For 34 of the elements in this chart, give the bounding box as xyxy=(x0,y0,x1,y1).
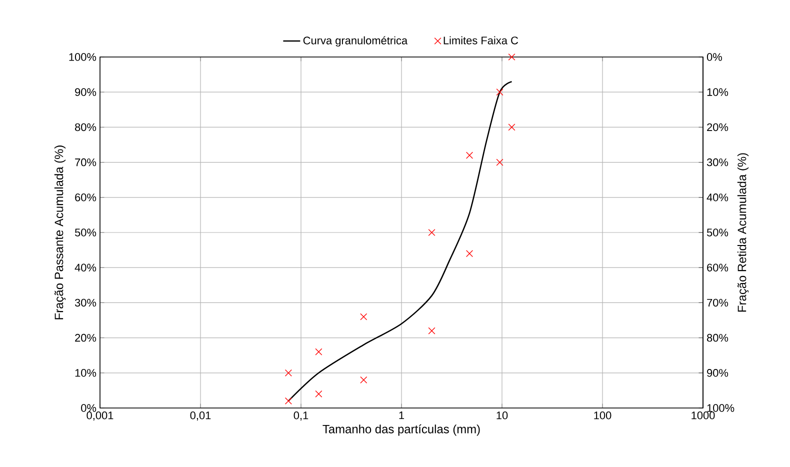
y-tick-label: 100% xyxy=(69,53,96,61)
y2-tick-label: 70% xyxy=(707,298,728,307)
y2-tick-label: 40% xyxy=(706,194,728,202)
y-tick-label: 70% xyxy=(75,158,96,166)
x-tick-label: 10 xyxy=(496,412,508,420)
y-tick-label: 40% xyxy=(74,264,96,272)
x-axis-title: Tamanho das partículas (mm) xyxy=(322,424,480,436)
y2-tick-label: 90% xyxy=(707,369,728,377)
legend-label: Limites Faixa C xyxy=(444,36,518,44)
x-tick-label: 0,1 xyxy=(294,412,308,421)
y2-tick-label: 20% xyxy=(707,123,728,132)
y2-tick-label: 80% xyxy=(707,334,728,342)
y2-tick-label: 60% xyxy=(707,264,728,272)
y2-tick-label: 30% xyxy=(706,158,728,166)
x-tick-label: 100 xyxy=(594,412,612,420)
y2-tick-label: 0% xyxy=(706,53,722,61)
y-tick-label: 80% xyxy=(75,123,96,132)
y-axis-title: Fração Passante Acumulada (%) xyxy=(54,146,66,320)
y-tick-label: 0% xyxy=(81,404,96,412)
y2-tick-label: 10% xyxy=(707,88,728,96)
x-tick-label: 1000 xyxy=(692,412,715,420)
y2-tick-label: 50% xyxy=(706,228,728,236)
y-tick-label: 60% xyxy=(75,194,96,202)
y2-axis-title: Fração Retida Acumulada (%) xyxy=(737,153,749,312)
y-tick-label: 30% xyxy=(74,298,96,307)
x-tick-label: 1 xyxy=(399,412,404,420)
legend-label: Curva granulométrica xyxy=(303,36,408,47)
y-tick-label: 50% xyxy=(74,228,96,236)
x-tick-label: 0,01 xyxy=(190,412,211,421)
y-tick-label: 20% xyxy=(75,334,96,342)
y-tick-label: 90% xyxy=(75,88,96,96)
y2-tick-label: 100% xyxy=(707,404,734,412)
y-tick-label: 10% xyxy=(75,369,96,377)
x-tick-label: 0,001 xyxy=(86,412,114,421)
